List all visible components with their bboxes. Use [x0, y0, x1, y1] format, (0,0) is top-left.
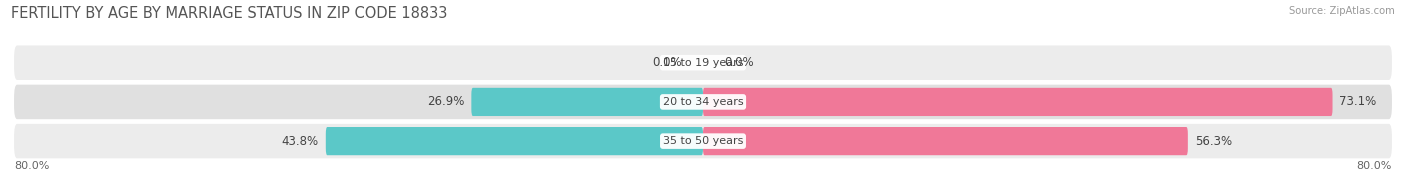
Text: 73.1%: 73.1% [1340, 95, 1376, 108]
Text: 56.3%: 56.3% [1195, 135, 1232, 148]
Text: Source: ZipAtlas.com: Source: ZipAtlas.com [1289, 6, 1395, 16]
Text: 80.0%: 80.0% [1357, 161, 1392, 171]
Text: 0.0%: 0.0% [724, 56, 754, 69]
FancyBboxPatch shape [14, 85, 1392, 119]
FancyBboxPatch shape [703, 127, 1188, 155]
Text: 26.9%: 26.9% [427, 95, 464, 108]
Text: 0.0%: 0.0% [652, 56, 682, 69]
Text: FERTILITY BY AGE BY MARRIAGE STATUS IN ZIP CODE 18833: FERTILITY BY AGE BY MARRIAGE STATUS IN Z… [11, 6, 447, 21]
Text: 43.8%: 43.8% [281, 135, 319, 148]
Text: 35 to 50 years: 35 to 50 years [662, 136, 744, 146]
FancyBboxPatch shape [703, 88, 1333, 116]
Text: 80.0%: 80.0% [14, 161, 49, 171]
Text: 15 to 19 years: 15 to 19 years [662, 58, 744, 68]
FancyBboxPatch shape [471, 88, 703, 116]
FancyBboxPatch shape [14, 45, 1392, 80]
FancyBboxPatch shape [326, 127, 703, 155]
Text: 20 to 34 years: 20 to 34 years [662, 97, 744, 107]
FancyBboxPatch shape [14, 124, 1392, 158]
